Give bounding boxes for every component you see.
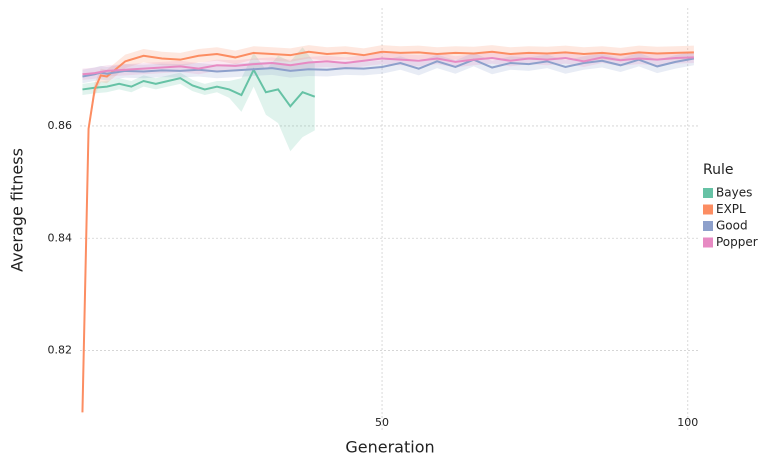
y-tick-label: 0.84 — [48, 231, 73, 244]
y-axis-title: Average fitness — [8, 148, 27, 272]
legend-label: Popper — [716, 235, 758, 249]
legend-swatch — [703, 237, 713, 248]
confidence-band — [82, 45, 694, 418]
line — [82, 67, 316, 108]
x-tick-label: 100 — [677, 416, 698, 429]
legend-label: Bayes — [716, 186, 752, 200]
line — [82, 56, 694, 76]
legend-swatch — [703, 221, 713, 231]
legend-swatch — [703, 188, 713, 198]
legend-swatch — [703, 204, 713, 215]
legend-label: Good — [716, 219, 748, 233]
x-axis-title: Generation — [345, 438, 434, 457]
y-tick-label: 0.86 — [48, 119, 73, 132]
legend-label: EXPL — [716, 202, 746, 216]
line — [82, 57, 695, 78]
y-tick-label: 0.82 — [48, 344, 73, 357]
confidence-band — [82, 47, 315, 152]
line — [81, 50, 694, 413]
x-tick-label: 50 — [375, 416, 389, 429]
legend-title: Rule — [703, 162, 733, 178]
